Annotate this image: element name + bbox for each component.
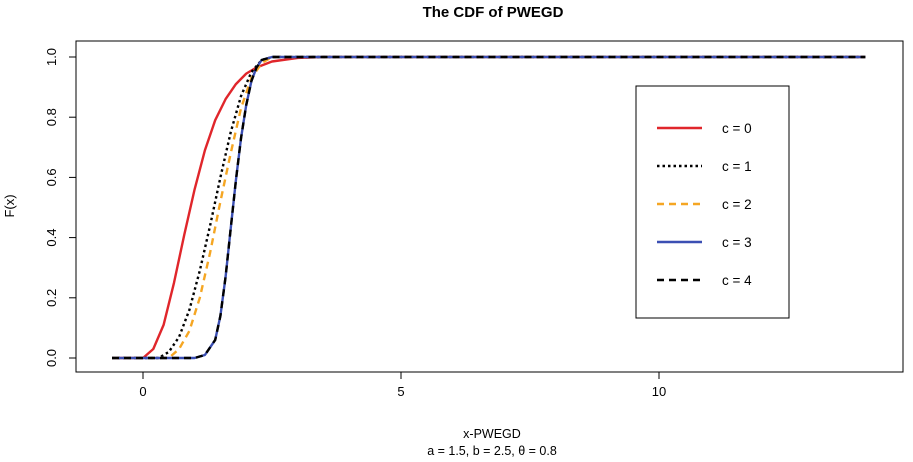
chart-subtitle: a = 1.5, b = 2.5, θ = 0.8 <box>427 444 557 458</box>
y-tick-label: 0.2 <box>44 289 59 307</box>
series-line-c2 <box>112 55 866 360</box>
legend-label-c3: c = 3 <box>722 235 752 250</box>
y-tick-label: 0.0 <box>44 349 59 367</box>
y-tick-label: 1.0 <box>44 48 59 66</box>
x-axis: 0 5 10 <box>139 371 666 399</box>
legend-label-c2: c = 2 <box>722 197 752 212</box>
series-layer <box>112 55 866 360</box>
x-tick-label: 0 <box>139 384 146 399</box>
y-axis: 0.0 0.2 0.4 0.6 0.8 1.0 <box>44 48 77 367</box>
chart-title: The CDF of PWEGD <box>423 4 564 21</box>
y-tick-label: 0.6 <box>44 168 59 186</box>
legend: c = 0 c = 1 c = 2 c = 3 c = 4 <box>657 121 752 288</box>
y-tick-label: 0.4 <box>44 229 59 247</box>
x-tick-label: 5 <box>397 384 404 399</box>
x-axis-label: x-PWEGD <box>463 427 521 441</box>
y-axis-label: F(x) <box>2 194 17 217</box>
y-tick-label: 0.8 <box>44 108 59 126</box>
legend-label-c0: c = 0 <box>722 121 752 136</box>
legend-box <box>635 85 790 319</box>
legend-label-c4: c = 4 <box>722 273 752 288</box>
x-tick-label: 10 <box>652 384 666 399</box>
legend-label-c1: c = 1 <box>722 159 752 174</box>
series-line-c4 <box>112 55 866 360</box>
